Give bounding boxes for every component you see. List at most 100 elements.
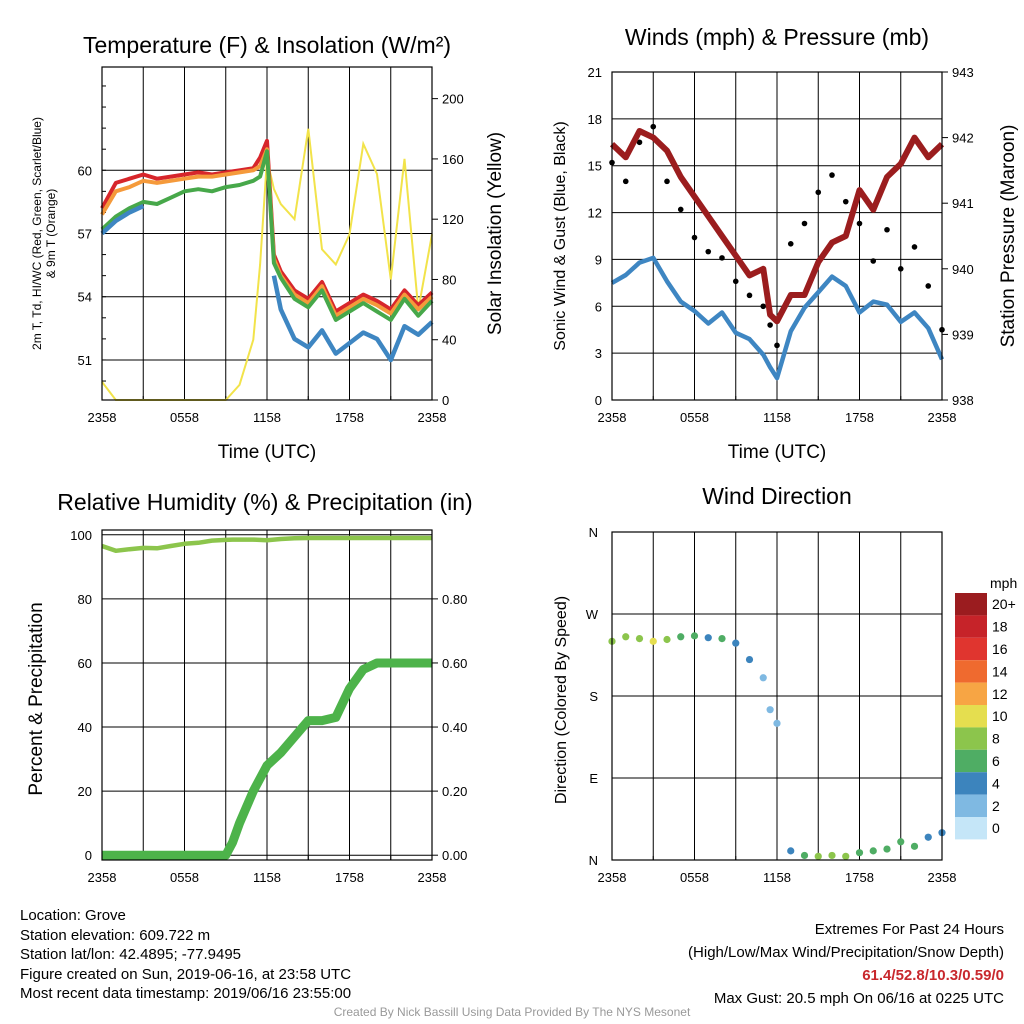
gust-point (787, 241, 794, 247)
winds-ytick-label: 3 (595, 346, 602, 361)
winds-ytick-label: 6 (595, 299, 602, 314)
dir-frame (611, 531, 943, 861)
rh-xtick-label: 1158 (253, 870, 281, 885)
sustained-wind-line (610, 255, 945, 381)
dir-ytick-label: N (589, 853, 598, 868)
colorbar-label: 14 (992, 663, 1008, 679)
rh-xtick-label: 0558 (170, 870, 199, 885)
station-info: Location: Grove Station elevation: 609.7… (20, 906, 351, 1004)
temp-y2tick-label: 120 (442, 212, 464, 227)
gust-point (829, 172, 835, 178)
winds-y2tick-label: 939 (952, 327, 974, 342)
winds-ytick-label: 0 (595, 393, 602, 408)
rh-xtick-label: 1758 (335, 870, 364, 885)
gust-point (884, 226, 890, 233)
credit-line: Created By Nick Bassill Using Data Provi… (333, 1005, 691, 1019)
direction-point (718, 635, 726, 643)
temp-xtick-label: 1158 (253, 410, 281, 425)
dir-xtick-label: 1758 (845, 870, 874, 885)
dir-ylabel: Direction (Colored By Speed) (553, 596, 570, 804)
colorbar-label: 10 (992, 708, 1008, 724)
winds-y2tick-label: 938 (952, 393, 974, 408)
gust-point (815, 189, 822, 196)
dir-xtick-label: 2358 (598, 870, 627, 885)
colorbar-title: mph (990, 575, 1017, 591)
gust-point (622, 178, 629, 185)
gust-point (774, 342, 780, 349)
info-latlon: Station lat/lon: 42.4895; -77.9495 (20, 946, 242, 963)
rh-y2tick-label: 0.80 (442, 592, 467, 607)
dir-ytick-label: N (589, 525, 598, 540)
temp-ylabel-right: Solar Insolation (Yellow) (485, 132, 506, 335)
colorbar-label: 6 (992, 753, 1000, 769)
dir-xtick-label: 2358 (928, 870, 957, 885)
direction-point (800, 851, 809, 860)
direction-point (677, 633, 685, 641)
gust-point (925, 283, 932, 289)
precipitation-line (102, 658, 432, 860)
colorbar-swatch (955, 772, 987, 795)
winds-xtick-label: 0558 (680, 410, 709, 425)
gust-point (911, 244, 918, 250)
humidity-line (101, 535, 432, 554)
gust-point (677, 206, 684, 213)
rh-ytick-label: 60 (78, 656, 92, 671)
direction-point (855, 849, 864, 857)
extremes-title: Extremes For Past 24 Hours (814, 921, 1004, 938)
dir-title: Wind Direction (702, 483, 852, 509)
rh-y2tick-label: 0.40 (442, 720, 467, 735)
temp-y2tick-label: 160 (442, 152, 464, 167)
winds-xlabel: Time (UTC) (728, 442, 827, 463)
direction-point (704, 634, 712, 642)
temperature-2m-line (100, 138, 434, 314)
rh-y2tick-label: 0.20 (442, 784, 467, 799)
winds-ylabel-left: Sonic Wind & Gust (Blue, Black) (552, 121, 569, 350)
colorbar-label: 20+ (992, 596, 1016, 612)
direction-point (828, 851, 836, 860)
temp-xlabel: Time (UTC) (218, 442, 317, 463)
colorbar-swatch (955, 682, 987, 705)
temp-ylabel-2: & 9m T (Orange) (44, 189, 58, 279)
rh-xtick-label: 2358 (88, 870, 117, 885)
winds-y2tick-label: 943 (952, 65, 974, 80)
temp-y2tick-label: 200 (442, 92, 464, 107)
dir-xtick-label: 1158 (763, 870, 791, 885)
gust-point (842, 198, 849, 205)
temp-ylabel-1: 2m T, Td, HI/WC (Red, Green, Scarlet/Blu… (30, 117, 44, 350)
temperature-9m-line (100, 147, 434, 318)
winds-ytick-label: 21 (588, 65, 602, 80)
direction-point (745, 655, 754, 664)
direction-point (649, 637, 657, 645)
direction-point (897, 838, 905, 846)
temp-ytick-label: 57 (78, 227, 92, 242)
gust-point (767, 322, 773, 328)
colorbar-label: 8 (992, 731, 1000, 747)
rh-frame (101, 529, 433, 861)
direction-point (766, 706, 774, 714)
colorbar-label: 0 (992, 820, 1000, 836)
temp-xtick-label: 0558 (170, 410, 199, 425)
gust-point (746, 292, 753, 299)
colorbar-label: 16 (992, 641, 1008, 657)
direction-point (663, 635, 671, 644)
dir-ytick-label: E (589, 771, 598, 786)
gust-point (801, 220, 808, 227)
direction-point (869, 847, 877, 855)
rh-xtick-label: 2358 (418, 870, 447, 885)
extremes-values: 61.4/52.8/10.3/0.59/0 (862, 967, 1004, 984)
colorbar-swatch (955, 705, 987, 728)
colorbar-swatch (955, 794, 987, 817)
winds-y2tick-label: 940 (952, 262, 974, 277)
colorbar-label: 12 (992, 686, 1008, 702)
temp-y2tick-label: 80 (442, 272, 456, 287)
info-recent: Most recent data timestamp: 2019/06/16 2… (20, 985, 352, 1002)
extremes-gust: Max Gust: 20.5 mph On 06/16 at 0225 UTC (713, 990, 1004, 1007)
direction-point (787, 847, 795, 855)
direction-point (635, 635, 644, 643)
gust-point (636, 139, 643, 146)
direction-point (910, 842, 919, 850)
rh-ylabel: Percent & Precipitation (26, 602, 47, 795)
rh-ytick-label: 20 (78, 784, 92, 799)
colorbar-label: 18 (992, 619, 1008, 635)
rh-y2tick-label: 0.00 (442, 848, 467, 863)
